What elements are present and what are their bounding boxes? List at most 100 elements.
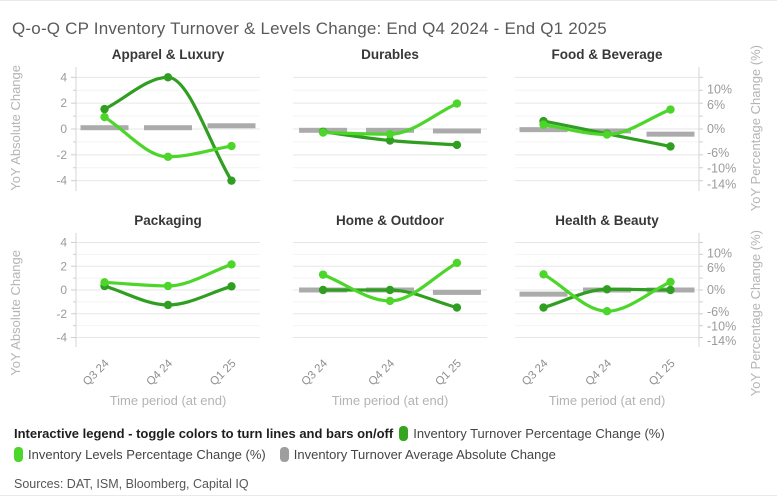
levels-line-marker	[100, 112, 109, 122]
legend-item-label[interactable]: Inventory Levels Percentage Change (%)	[28, 447, 266, 463]
chart-row-bottom: YoY Absolute Change Packaging 4 2 0 -2 -4 Q3 2…	[6, 211, 777, 415]
right-tick-label: -10%	[707, 162, 736, 176]
x-tick-label: Q4 24	[583, 357, 614, 388]
x-axis-title: Time period (at end)	[549, 393, 666, 408]
x-tick-label: Q4 24	[144, 357, 175, 388]
right-tick-label: 6%	[707, 261, 725, 275]
legend-item-label[interactable]: Inventory Turnover Average Absolute Chan…	[293, 447, 556, 463]
legend-intro: Interactive legend - toggle colors to tu…	[14, 426, 394, 442]
legend-item-avg-abs[interactable]: Inventory Turnover Average Absolute Chan…	[279, 447, 556, 463]
subplot-title: Food & Beverage	[551, 47, 663, 62]
turnover-line-marker	[539, 303, 548, 312]
levels-line-marker	[452, 258, 462, 268]
avg-abs-swatch-icon[interactable]	[279, 447, 289, 463]
subplot-title: Health & Beauty	[555, 213, 659, 228]
levels-swatch-icon[interactable]	[14, 447, 23, 463]
subplot-svg: Health & Beauty 10%6% 0% -6%-10%-14% Q3 24 Q4…	[515, 213, 736, 408]
left-axis-title-text: YoY Absolute Change	[7, 65, 23, 191]
page-title: Q-o-Q CP Inventory Turnover & Levels Cha…	[12, 19, 607, 38]
left-tick-label: -4	[56, 174, 67, 188]
levels-line-marker	[602, 130, 612, 139]
avg-abs-bar	[144, 125, 192, 131]
x-tick-label: Q4 24	[366, 357, 397, 388]
right-tick-label: 6%	[707, 98, 725, 112]
levels-line-marker	[163, 152, 173, 162]
right-axis-title-top: YoY Percentage Change (%)	[746, 45, 764, 211]
sources-note: Sources: DAT, ISM, Bloomberg, Capital IQ	[14, 477, 249, 492]
levels-line-marker	[666, 105, 675, 114]
turnover-line-marker	[602, 285, 612, 294]
levels-line-marker	[100, 278, 109, 287]
right-tick-label: 0%	[707, 122, 725, 136]
turnover-line-marker	[100, 104, 109, 114]
turnover-line-marker	[666, 142, 675, 151]
turnover-line-marker	[666, 286, 675, 295]
turnover-line-marker	[227, 176, 236, 185]
left-tick-label: 0	[60, 122, 67, 136]
right-tick-label: -6%	[707, 146, 729, 160]
levels-line	[102, 115, 234, 159]
levels-line-marker	[385, 296, 395, 306]
x-tick-label: Q3 24	[520, 357, 551, 388]
levels-line-marker	[163, 282, 173, 291]
left-tick-label: -2	[56, 307, 67, 321]
levels-line	[321, 261, 459, 303]
subplot-durables: Durables	[260, 45, 487, 211]
legend-item-label[interactable]: Inventory Turnover Percentage Change (%)	[413, 426, 665, 442]
right-tick-label: -10%	[707, 320, 736, 334]
subplot-food-beverage: Food & Beverage 10% 6% 0% -6% -10% -14%	[487, 45, 746, 211]
subplot-title: Home & Outdoor	[336, 213, 445, 228]
turnover-line-marker	[385, 286, 395, 295]
levels-line-marker	[318, 270, 328, 280]
left-tick-label: 4	[60, 236, 67, 250]
turnover-line-marker	[385, 136, 395, 145]
right-tick-label: 10%	[707, 247, 732, 261]
chart-row-top: YoY Absolute Change Apparel & Luxury 4 2 0 -…	[6, 45, 777, 211]
subplot-health-beauty: Health & Beauty 10% 6% 0% -6% -10% -14% Q3 24 Q4…	[487, 211, 746, 415]
avg-abs-bar	[646, 131, 695, 137]
turnover-line-marker	[227, 282, 236, 291]
subplot-svg: Home & Outdoor Q3 24 Q4 24 Q1 25 Time period…	[293, 213, 487, 408]
x-tick-label: Q1 25	[647, 358, 678, 389]
right-axis-title-text: YoY Percentage Change (%)	[747, 45, 763, 212]
x-tick-label: Q1 25	[208, 358, 239, 389]
left-tick-label: -2	[56, 148, 67, 162]
x-tick-label: Q3 24	[81, 357, 112, 388]
left-tick-label: 2	[60, 96, 67, 110]
avg-abs-bar	[80, 125, 129, 131]
right-tick-label: -14%	[707, 178, 736, 192]
turnover-line-marker	[163, 73, 173, 82]
turnover-line-marker	[452, 140, 462, 150]
levels-line-marker	[539, 270, 548, 279]
avg-abs-bar	[432, 290, 481, 296]
levels-line-marker	[385, 129, 395, 139]
legend: Interactive legend - toggle colors to tu…	[6, 415, 777, 467]
right-tick-label: -6%	[707, 305, 729, 319]
subplot-title: Apparel & Luxury	[112, 47, 225, 62]
subplot-home-outdoor: Home & Outdoor Q3 24 Q4 24 Q1 25 Time period…	[260, 211, 487, 415]
right-tick-label: 10%	[707, 82, 732, 96]
right-tick-label: 0%	[707, 283, 725, 297]
right-axis-title-bottom: YoY Percentage Change (%)	[746, 211, 764, 415]
turnover-swatch-icon[interactable]	[399, 426, 409, 442]
subplot-title: Durables	[361, 47, 419, 62]
left-axis-title-top: YoY Absolute Change	[6, 45, 24, 211]
levels-line-marker	[318, 128, 328, 137]
legend-item-turnover[interactable]: Inventory Turnover Percentage Change (%)	[399, 426, 665, 442]
levels-line-marker	[666, 277, 675, 287]
x-tick-label: Q1 25	[433, 358, 464, 389]
left-tick-label: 2	[60, 259, 67, 273]
subplot-svg: Food & Beverage 10% 6% 0% -6% -10% -14%	[515, 47, 736, 192]
subplot-svg: Apparel & Luxury 4 2 0 -2 -4	[56, 47, 260, 191]
x-axis-title: Time period (at end)	[110, 393, 227, 408]
subplot-svg: Packaging 4 2 0 -2 -4 Q3 24 Q4 24 Q1 25 Time peri…	[56, 213, 260, 408]
subplot-svg: Durables	[293, 47, 487, 182]
left-axis-title-bottom: YoY Absolute Change	[6, 211, 24, 415]
legend-item-levels[interactable]: Inventory Levels Percentage Change (%)	[14, 447, 266, 463]
levels-line-marker	[602, 307, 612, 316]
right-axis-title-text: YoY Percentage Change (%)	[747, 230, 763, 397]
subplot-apparel-luxury: Apparel & Luxury 4 2 0 -2 -4	[24, 45, 260, 211]
x-axis-title: Time period (at end)	[332, 393, 449, 408]
subplot-packaging: Packaging 4 2 0 -2 -4 Q3 24 Q4 24 Q1 25 Time peri…	[24, 211, 260, 415]
